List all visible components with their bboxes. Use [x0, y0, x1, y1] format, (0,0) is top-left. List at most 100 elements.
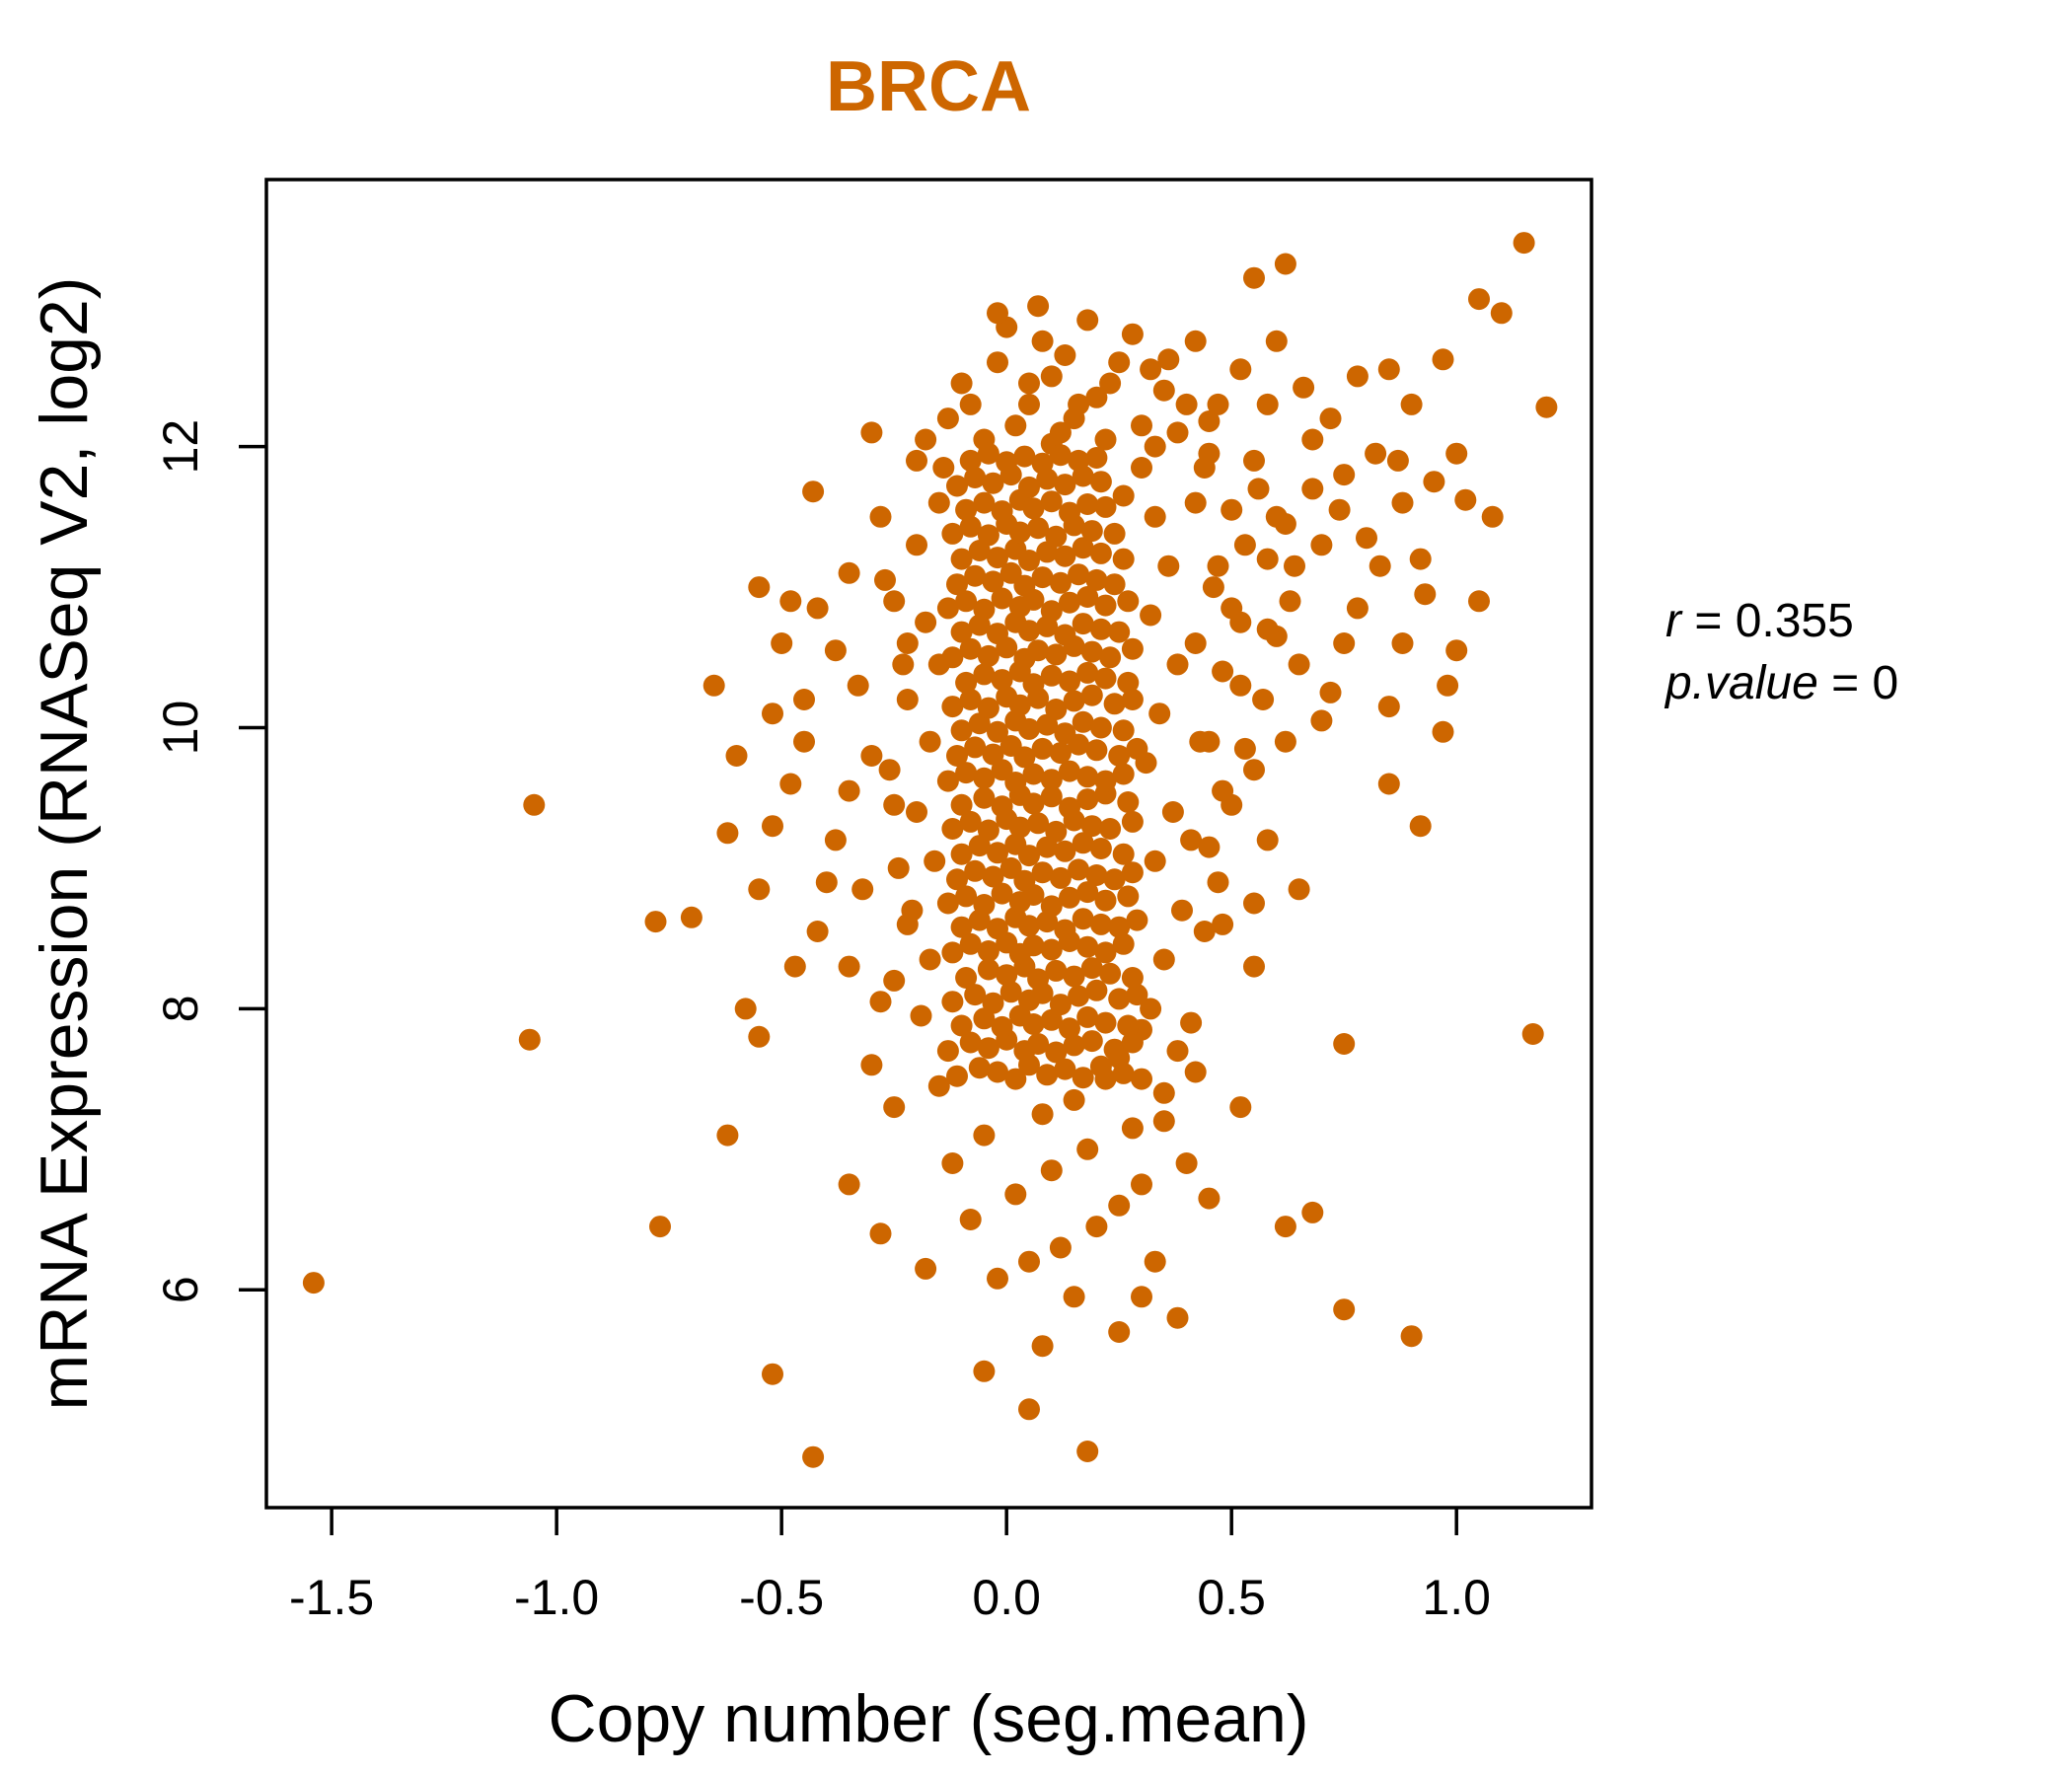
- data-point: [1068, 393, 1090, 415]
- data-point: [1022, 497, 1045, 520]
- data-point: [762, 815, 783, 838]
- data-point: [1080, 957, 1103, 980]
- data-point: [991, 500, 1013, 523]
- data-point: [964, 859, 987, 882]
- data-point: [1184, 330, 1207, 352]
- data-point: [1243, 892, 1265, 915]
- data-point: [959, 689, 982, 710]
- data-point: [959, 393, 982, 415]
- x-tick-label: -1.0: [514, 1570, 599, 1625]
- data-point: [838, 779, 860, 802]
- data-point: [1468, 590, 1490, 613]
- data-point: [1059, 760, 1080, 782]
- data-point: [1121, 637, 1144, 660]
- data-point: [964, 467, 987, 488]
- data-point: [1319, 681, 1342, 703]
- data-point: [860, 421, 883, 444]
- data-point: [964, 984, 987, 1006]
- data-point: [1144, 505, 1166, 528]
- data-point: [1027, 639, 1050, 662]
- chart-title: BRCA: [826, 47, 1031, 126]
- data-point: [1089, 1055, 1112, 1077]
- data-point: [1288, 878, 1310, 901]
- data-point: [1212, 779, 1234, 802]
- data-point: [1076, 766, 1099, 788]
- data-point: [1140, 358, 1162, 381]
- data-point: [1409, 815, 1432, 838]
- data-point: [1207, 393, 1229, 415]
- data-point: [1063, 1034, 1085, 1057]
- data-point: [1243, 266, 1265, 289]
- data-point: [996, 451, 1018, 474]
- scatter-points-layer: [302, 232, 1558, 1468]
- data-point: [1126, 909, 1148, 931]
- data-point: [748, 878, 771, 901]
- data-point: [783, 955, 806, 978]
- data-point: [991, 882, 1013, 905]
- data-point: [1175, 1152, 1198, 1174]
- data-point: [1072, 710, 1094, 733]
- data-point: [1049, 1236, 1072, 1259]
- data-point: [1103, 868, 1126, 891]
- data-point: [919, 948, 941, 971]
- data-point: [1076, 935, 1099, 958]
- data-point: [977, 958, 999, 981]
- correlation-r-symbol: r: [1665, 595, 1683, 647]
- data-point: [1018, 620, 1040, 642]
- data-point: [1108, 916, 1131, 938]
- data-point: [1243, 955, 1265, 978]
- data-point: [1161, 801, 1184, 823]
- data-point: [919, 730, 941, 753]
- data-point: [1198, 410, 1221, 432]
- data-point: [1202, 576, 1224, 599]
- data-point: [1274, 1216, 1296, 1238]
- data-point: [1445, 639, 1468, 662]
- data-point: [973, 598, 996, 621]
- data-point: [959, 1031, 982, 1054]
- data-point: [941, 522, 964, 545]
- data-point: [1108, 745, 1131, 767]
- data-point: [987, 1061, 1008, 1083]
- data-point: [1063, 690, 1085, 712]
- data-point: [1085, 864, 1108, 886]
- data-point: [950, 548, 973, 570]
- data-point: [1243, 759, 1265, 781]
- data-point: [1072, 613, 1094, 635]
- data-point: [941, 991, 964, 1013]
- data-point: [1333, 1298, 1356, 1321]
- data-point: [883, 969, 906, 992]
- data-point: [977, 1037, 999, 1060]
- data-point: [644, 911, 667, 933]
- data-point: [1386, 449, 1409, 472]
- data-point: [1229, 1096, 1252, 1119]
- data-point: [959, 449, 982, 472]
- data-point: [838, 955, 860, 978]
- data-point: [987, 351, 1008, 374]
- data-point: [1022, 934, 1045, 957]
- data-point: [1121, 1031, 1144, 1054]
- data-point: [1018, 476, 1040, 498]
- data-point: [1099, 962, 1122, 985]
- data-point: [1018, 550, 1040, 571]
- data-point: [959, 810, 982, 833]
- data-point: [869, 991, 892, 1013]
- data-point: [1094, 495, 1117, 518]
- x-tick-label: 0.0: [972, 1570, 1041, 1625]
- data-point: [1108, 988, 1131, 1010]
- data-point: [1076, 1005, 1099, 1028]
- data-point: [1274, 253, 1296, 275]
- data-point: [1288, 653, 1310, 676]
- data-point: [1221, 498, 1243, 521]
- data-point: [1535, 396, 1558, 418]
- data-point: [1212, 913, 1234, 935]
- data-point: [1085, 739, 1108, 762]
- data-point: [1022, 1013, 1045, 1035]
- data-point: [851, 878, 874, 901]
- data-point: [936, 1040, 959, 1063]
- data-point: [1008, 694, 1031, 716]
- data-point: [1031, 566, 1054, 589]
- data-point: [1148, 703, 1171, 725]
- data-point: [1144, 850, 1166, 872]
- data-point: [887, 856, 910, 879]
- data-point: [987, 623, 1008, 645]
